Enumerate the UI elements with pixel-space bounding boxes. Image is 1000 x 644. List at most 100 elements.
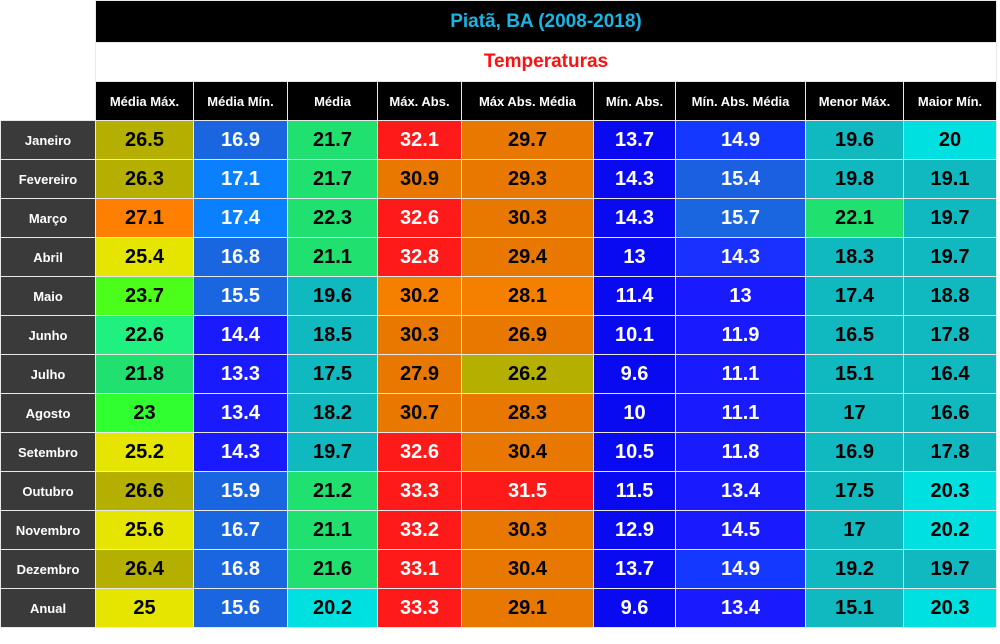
- value-cell: 21.8: [95, 354, 194, 394]
- row-label: Fevereiro: [0, 159, 96, 199]
- value-cell: 18.5: [287, 315, 378, 355]
- data-row: Fevereiro 26.3 17.1 21.7 30.9 29.3 14.3 15.4 19.…: [0, 159, 997, 199]
- value-cell: 27.9: [377, 354, 462, 394]
- data-row: Julho 21.8 13.3 17.5 27.9 26.2 9.6 11.1 15.1 16.4: [0, 354, 997, 394]
- value-cell: 17.1: [193, 159, 288, 199]
- value-cell: 33.3: [377, 471, 462, 511]
- value-cell: 26.2: [461, 354, 594, 394]
- data-row: Maio 23.7 15.5 19.6 30.2 28.1 11.4 13 17.4 18.8: [0, 276, 997, 316]
- value-cell: 14.9: [675, 549, 806, 589]
- value-cell: 20.3: [903, 588, 997, 628]
- column-header: Maior Mín.: [903, 81, 997, 121]
- value-cell: 16.7: [193, 510, 288, 550]
- value-cell: 22.3: [287, 198, 378, 238]
- header-row: Média Máx. Média Mín. Média Máx. Abs. Máx Ab…: [1, 81, 997, 121]
- value-cell: 19.2: [805, 549, 904, 589]
- subtitle: Temperaturas: [95, 42, 997, 82]
- row-label: Janeiro: [0, 120, 96, 160]
- value-cell: 25.4: [95, 237, 194, 277]
- value-cell: 14.3: [675, 237, 806, 277]
- column-header: Média: [287, 81, 378, 121]
- value-cell: 11.8: [675, 432, 806, 472]
- data-row: Janeiro 26.5 16.9 21.7 32.1 29.7 13.7 14.9 19.6 2…: [0, 120, 997, 160]
- value-cell: 20.2: [287, 588, 378, 628]
- row-label: Março: [0, 198, 96, 238]
- value-cell: 15.1: [805, 588, 904, 628]
- value-cell: 9.6: [593, 588, 676, 628]
- value-cell: 16.8: [193, 549, 288, 589]
- value-cell: 16.9: [193, 120, 288, 160]
- table-body: Janeiro 26.5 16.9 21.7 32.1 29.7 13.7 14.9 19.6 2…: [0, 120, 997, 628]
- value-cell: 13: [675, 276, 806, 316]
- value-cell: 18.3: [805, 237, 904, 277]
- value-cell: 32.6: [377, 198, 462, 238]
- value-cell: 33.3: [377, 588, 462, 628]
- row-label: Dezembro: [0, 549, 96, 589]
- data-row: Novembro 25.6 16.7 21.1 33.2 30.3 12.9 14.5 17 20…: [0, 510, 997, 550]
- value-cell: 16.8: [193, 237, 288, 277]
- value-cell: 30.2: [377, 276, 462, 316]
- value-cell: 15.6: [193, 588, 288, 628]
- corner: [0, 0, 96, 121]
- value-cell: 13.4: [675, 588, 806, 628]
- value-cell: 18.2: [287, 393, 378, 433]
- value-cell: 14.3: [193, 432, 288, 472]
- value-cell: 14.3: [593, 159, 676, 199]
- value-cell: 31.5: [461, 471, 594, 511]
- value-cell: 28.1: [461, 276, 594, 316]
- value-cell: 15.4: [675, 159, 806, 199]
- column-header: Média Mín.: [193, 81, 288, 121]
- value-cell: 30.9: [377, 159, 462, 199]
- value-cell: 30.4: [461, 549, 594, 589]
- value-cell: 17.8: [903, 315, 997, 355]
- value-cell: 19.8: [805, 159, 904, 199]
- column-header: Máx. Abs.: [377, 81, 462, 121]
- value-cell: 30.4: [461, 432, 594, 472]
- column-header: Mín. Abs. Média: [675, 81, 806, 121]
- data-row: Dezembro 26.4 16.8 21.6 33.1 30.4 13.7 14.9 19.2…: [0, 549, 997, 589]
- row-label: Julho: [0, 354, 96, 394]
- value-cell: 22.6: [95, 315, 194, 355]
- value-cell: 32.1: [377, 120, 462, 160]
- value-cell: 13: [593, 237, 676, 277]
- value-cell: 17.8: [903, 432, 997, 472]
- value-cell: 21.2: [287, 471, 378, 511]
- title: Piatã, BA (2008-2018): [95, 0, 997, 43]
- value-cell: 32.6: [377, 432, 462, 472]
- value-cell: 10: [593, 393, 676, 433]
- value-cell: 14.4: [193, 315, 288, 355]
- value-cell: 11.1: [675, 393, 806, 433]
- row-label: Outubro: [0, 471, 96, 511]
- row-label: Maio: [0, 276, 96, 316]
- value-cell: 23.7: [95, 276, 194, 316]
- value-cell: 25.2: [95, 432, 194, 472]
- value-cell: 13.7: [593, 120, 676, 160]
- value-cell: 19.7: [903, 549, 997, 589]
- value-cell: 20.2: [903, 510, 997, 550]
- value-cell: 26.4: [95, 549, 194, 589]
- value-cell: 14.9: [675, 120, 806, 160]
- value-cell: 29.3: [461, 159, 594, 199]
- value-cell: 26.9: [461, 315, 594, 355]
- value-cell: 17: [805, 510, 904, 550]
- value-cell: 16.5: [805, 315, 904, 355]
- value-cell: 33.2: [377, 510, 462, 550]
- value-cell: 16.9: [805, 432, 904, 472]
- column-header: Máx Abs. Média: [461, 81, 594, 121]
- data-row: Anual 25 15.6 20.2 33.3 29.1 9.6 13.4 15.1 20.3: [0, 588, 997, 628]
- value-cell: 28.3: [461, 393, 594, 433]
- value-cell: 16.6: [903, 393, 997, 433]
- value-cell: 17.4: [193, 198, 288, 238]
- value-cell: 30.3: [377, 315, 462, 355]
- value-cell: 29.1: [461, 588, 594, 628]
- column-header: Menor Máx.: [805, 81, 904, 121]
- value-cell: 11.4: [593, 276, 676, 316]
- value-cell: 21.7: [287, 120, 378, 160]
- value-cell: 14.3: [593, 198, 676, 238]
- value-cell: 30.7: [377, 393, 462, 433]
- value-cell: 19.7: [287, 432, 378, 472]
- value-cell: 29.4: [461, 237, 594, 277]
- value-cell: 11.9: [675, 315, 806, 355]
- value-cell: 19.1: [903, 159, 997, 199]
